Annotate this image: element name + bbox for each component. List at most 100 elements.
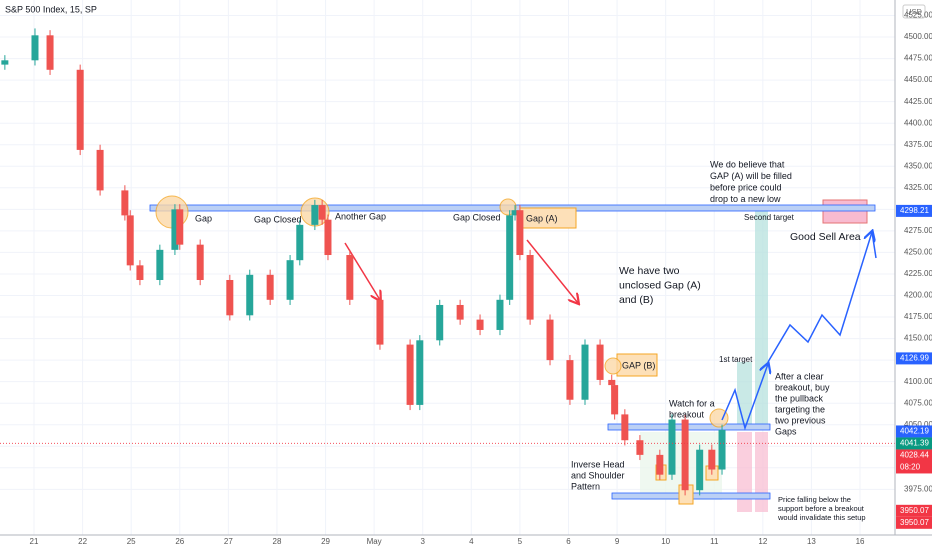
stop-zone <box>755 432 768 512</box>
price-tag-label: 4126.99 <box>900 354 929 363</box>
candle-body <box>156 249 164 280</box>
y-tick-label: 4200.00 <box>904 291 932 300</box>
axis-labels: 3975.004000.004025.004050.004075.004100.… <box>30 11 932 546</box>
price-tag <box>896 516 932 529</box>
candle-body <box>708 449 716 470</box>
breakout-circle <box>709 408 729 428</box>
x-tick-label: 29 <box>321 537 330 546</box>
price-tag <box>896 504 932 517</box>
candle-body <box>346 255 354 300</box>
candle-body <box>476 319 484 330</box>
price-tag-label: 4298.21 <box>900 206 929 215</box>
y-tick-label: 3975.00 <box>904 484 932 493</box>
chart-title: S&P 500 Index, 15, SP <box>5 4 97 14</box>
sell-zone <box>822 199 868 224</box>
annotation-text: targeting the <box>775 404 825 414</box>
x-tick-label: 3 <box>420 537 425 546</box>
candle-body <box>318 205 326 220</box>
candle-body <box>136 265 144 280</box>
y-tick-label: 4500.00 <box>904 32 932 41</box>
x-tick-label: May <box>367 537 382 546</box>
y-tick-label: 4150.00 <box>904 334 932 343</box>
annotation-text: Inverse Head <box>571 459 625 469</box>
annotation-text: GAP (A) will be filled <box>710 171 792 181</box>
y-tick-label: 4225.00 <box>904 269 932 278</box>
y-tick-label: 4275.00 <box>904 226 932 235</box>
x-tick-label: 9 <box>615 537 620 546</box>
stop-zone <box>737 432 752 512</box>
annotation-text: GAP (B) <box>622 360 655 370</box>
candle-body <box>608 379 616 386</box>
y-tick-label: 4375.00 <box>904 140 932 149</box>
y-tick-label: 4100.00 <box>904 377 932 386</box>
annotation-text: breakout <box>669 409 705 419</box>
candle-body <box>76 69 84 150</box>
candle-body <box>296 224 304 261</box>
annotation-text: We have two <box>619 265 680 277</box>
candle-body <box>681 419 689 491</box>
currency-badge <box>902 4 926 19</box>
candle-body <box>311 205 319 225</box>
price-tag-label: 4042.19 <box>900 427 929 436</box>
candle-body <box>126 215 134 266</box>
price-tag <box>896 425 932 438</box>
annotation-text: Price falling below the <box>778 495 851 504</box>
x-tick-label: 16 <box>856 537 865 546</box>
candle-body <box>196 244 204 280</box>
candle-body <box>526 255 534 320</box>
y-tick-label: 4250.00 <box>904 248 932 257</box>
candle-body <box>121 190 129 216</box>
price-tag-label: 3950.07 <box>900 506 929 515</box>
x-tick-label: 22 <box>78 537 87 546</box>
candle-body <box>496 299 504 330</box>
annotation-text: unclosed Gap (A) <box>619 279 701 291</box>
x-tick-label: 10 <box>661 537 670 546</box>
annotation-text: Good Sell Area <box>790 231 861 243</box>
candle-body <box>596 344 604 380</box>
candle-body <box>286 260 294 300</box>
annotation-text: After a clear <box>775 371 824 381</box>
candle-body <box>621 414 629 441</box>
y-tick-label: 4450.00 <box>904 75 932 84</box>
candle-body <box>226 279 234 316</box>
x-tick-label: 13 <box>807 537 816 546</box>
x-tick-label: 6 <box>566 537 571 546</box>
projection-path <box>767 232 872 363</box>
candle-body <box>1 60 9 65</box>
candle-body <box>696 449 704 491</box>
annotation-text: and Shoulder <box>571 470 625 480</box>
annotation-text: Second target <box>744 213 795 222</box>
candle-body <box>611 385 619 415</box>
candle-body <box>506 215 514 300</box>
annotation-text: would invalidate this setup <box>777 513 866 522</box>
x-tick-label: 5 <box>518 537 523 546</box>
price-tag <box>896 437 932 450</box>
x-tick-label: 28 <box>273 537 282 546</box>
y-tick-label: 4175.00 <box>904 312 932 321</box>
candle-body <box>718 429 726 470</box>
price-tag-label: 3950.07 <box>900 518 929 527</box>
annotation-text: Gap <box>195 213 212 223</box>
y-tick-label: 4425.00 <box>904 97 932 106</box>
candle-body <box>436 304 444 341</box>
annotation-text: Pattern <box>571 481 600 491</box>
candle-body <box>546 319 554 361</box>
x-tick-label: 4 <box>469 537 474 546</box>
candle-body <box>376 299 384 345</box>
x-tick-label: 25 <box>127 537 136 546</box>
annotation-text: drop to a new low <box>710 194 781 204</box>
candle-body <box>176 209 184 245</box>
y-tick-label: 4075.00 <box>904 398 932 407</box>
annotation-text: Gap Closed <box>453 212 501 222</box>
candle-body <box>456 304 464 320</box>
annotation-text: and (B) <box>619 294 653 306</box>
price-tag <box>896 204 932 217</box>
candle-body <box>96 149 104 191</box>
candle-body <box>581 344 589 400</box>
x-tick-label: 27 <box>224 537 233 546</box>
down-arrow <box>526 239 578 303</box>
candle-body <box>516 210 524 256</box>
currency: USD <box>906 7 922 16</box>
breakout-line <box>607 423 771 431</box>
